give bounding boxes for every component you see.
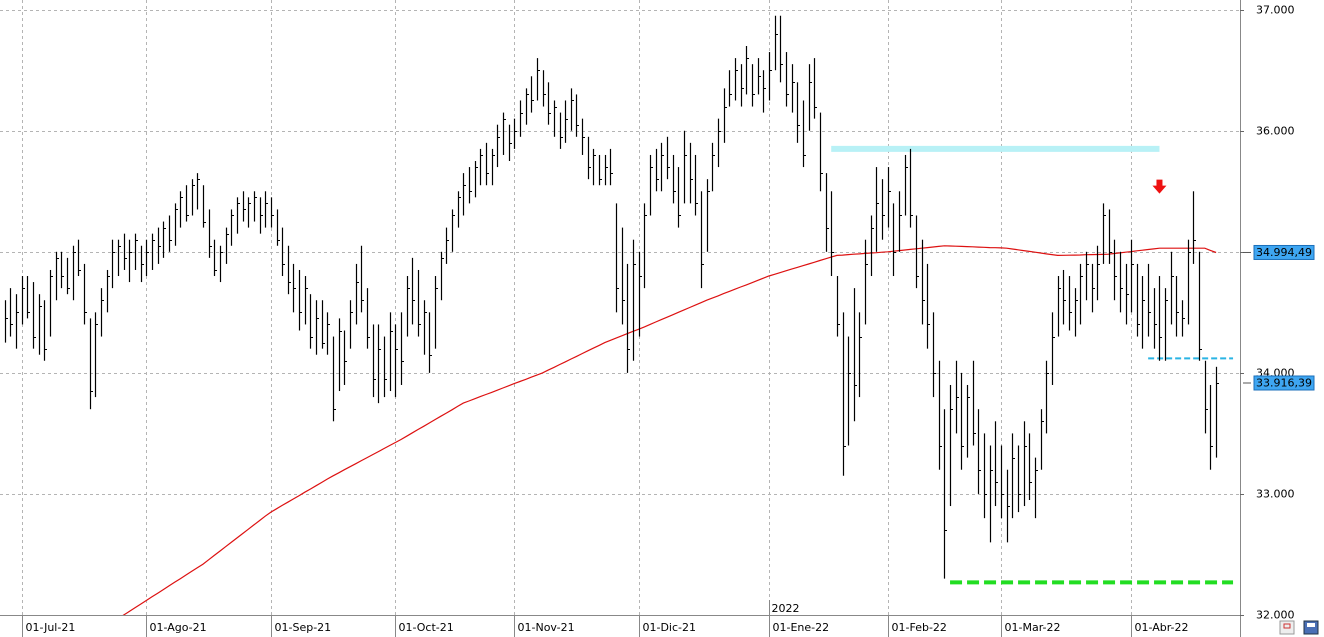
grid: [0, 0, 1240, 616]
year-label: 2022: [772, 602, 800, 615]
y-tick-label: 32.000: [1256, 609, 1295, 622]
x-tick-label: 01-Ene-22: [773, 621, 830, 634]
x-tick-label: 01-Mar-22: [1005, 621, 1061, 634]
icon-save[interactable]: [1303, 620, 1319, 635]
toolbar-icons: [1279, 620, 1319, 635]
x-tick-label: 01-Abr-22: [1135, 621, 1189, 634]
y-tick-label: 37.000: [1256, 4, 1295, 17]
last-value-box: [1253, 244, 1315, 260]
x-tick-label: 01-Jul-21: [26, 621, 76, 634]
icon-save-shape: [1307, 623, 1315, 627]
last-value-label: 34.994,49: [1256, 246, 1312, 259]
x-tick-label: 01-Dic-21: [643, 621, 697, 634]
y-tick-label: 33.000: [1256, 488, 1295, 501]
plot: [4, 15, 1234, 615]
x-tick-label: 01-Oct-21: [399, 621, 454, 634]
icon-lock-shape: [1283, 623, 1291, 629]
last-value-label: 33.916,39: [1256, 376, 1312, 389]
last-value-box: [1253, 375, 1315, 391]
x-tick-label: 01-Ago-21: [150, 621, 207, 634]
axes: 32.00033.00034.00035.00036.00037.00001-J…: [22, 4, 1315, 637]
down-arrow: [1152, 179, 1167, 194]
x-tick-label: 01-Nov-21: [518, 621, 575, 634]
x-tick-label: 01-Sep-21: [275, 621, 332, 634]
y-tick-label: 36.000: [1256, 125, 1295, 138]
x-tick-label: 01-Feb-22: [892, 621, 947, 634]
moving-average: [122, 245, 1217, 615]
